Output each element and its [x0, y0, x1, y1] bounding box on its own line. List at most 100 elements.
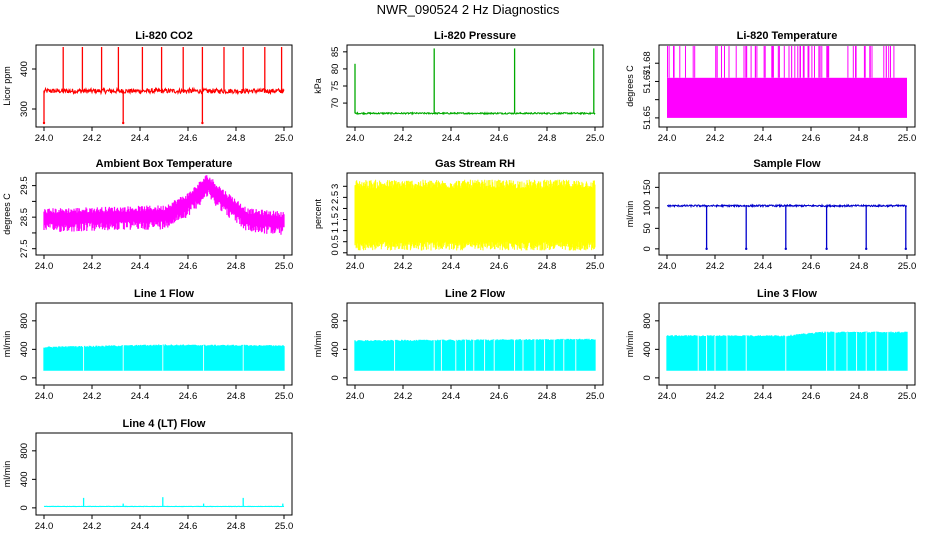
y-tick-label: 70 — [330, 98, 341, 109]
x-tick-label: 24.8 — [538, 261, 557, 272]
y-tick-label: 0 — [19, 505, 30, 510]
series — [667, 46, 907, 118]
y-tick-label: 0 — [330, 250, 341, 255]
y-tick-label: 2 — [330, 206, 341, 211]
x-tick-label: 24.8 — [850, 133, 869, 144]
x-tick-label: 24.6 — [802, 391, 821, 402]
panel-title: Sample Flow — [753, 158, 821, 170]
x-tick-label: 24.0 — [346, 391, 365, 402]
panel-3: Ambient Box Temperature degrees C 24.0 24.2… — [2, 158, 293, 272]
y-axis-label: degrees C — [625, 65, 635, 107]
x-tick-label: 25.0 — [275, 391, 294, 402]
x-tick-label: 24.2 — [706, 133, 725, 144]
dip-point-2 — [784, 247, 787, 251]
x-tick-label: 24.2 — [83, 391, 102, 402]
x-tick-label: 25.0 — [275, 521, 294, 532]
x-tick-label: 25.0 — [586, 391, 605, 402]
series — [354, 48, 596, 116]
x-tick-label: 24.4 — [131, 521, 150, 532]
x-tick-label: 24.0 — [658, 261, 677, 272]
series — [43, 175, 285, 235]
y-tick-label: 800 — [19, 313, 30, 329]
figure-title: NWR_090524 2 Hz Diagnostics — [376, 2, 560, 17]
x-tick-label: 25.0 — [586, 261, 605, 272]
x-tick-label: 24.4 — [442, 133, 461, 144]
x-tick-label: 24.2 — [83, 261, 102, 272]
x-tick-label: 24.8 — [850, 391, 869, 402]
x-tick-label: 24.2 — [706, 261, 725, 272]
y-tick-label: 400 — [19, 61, 30, 77]
panel-9: Line 4 (LT) Flow ml/min 24.0 24.2 24.4 24.6 24… — [2, 418, 293, 532]
x-tick-label: 25.0 — [898, 261, 917, 272]
y-tick-label: 150 — [642, 179, 653, 195]
panel-title: Ambient Box Temperature — [96, 158, 233, 170]
x-tick-label: 24.6 — [802, 133, 821, 144]
series-line — [354, 111, 596, 116]
y-tick-label: 0 — [642, 375, 653, 380]
y-tick-label: 0 — [19, 375, 30, 380]
y-axis-label: ml/min — [2, 331, 12, 358]
plot-frame — [346, 44, 604, 128]
y-tick-label: 0 — [330, 375, 341, 380]
x-tick-label: 24.0 — [346, 261, 365, 272]
y-tick-label: 400 — [330, 341, 341, 357]
x-tick-label: 24.6 — [179, 133, 198, 144]
y-axis-label: ml/min — [625, 201, 635, 228]
x-tick-label: 24.6 — [802, 261, 821, 272]
panel-2: Li-820 Temperature degrees C 24.0 24.2 24.4 2… — [625, 30, 916, 144]
x-tick-label: 24.2 — [394, 261, 413, 272]
y-tick-label: 1 — [330, 228, 341, 233]
panel-title: Gas Stream RH — [435, 158, 515, 170]
y-tick-label: 51.65 — [642, 106, 653, 130]
x-tick-label: 24.6 — [490, 391, 509, 402]
x-tick-label: 24.0 — [35, 521, 54, 532]
x-tick-label: 24.6 — [490, 261, 509, 272]
series — [42, 47, 285, 125]
plot-frame — [35, 302, 293, 386]
series — [354, 179, 596, 251]
x-tick-label: 24.2 — [394, 391, 413, 402]
y-axis-label: ml/min — [313, 331, 323, 358]
x-tick-label: 24.4 — [131, 133, 150, 144]
x-tick-label: 24.4 — [442, 391, 461, 402]
x-tick-label: 24.0 — [35, 391, 54, 402]
y-axis-label: ml/min — [2, 461, 12, 488]
plot-frame — [658, 302, 916, 386]
y-tick-label: 27.5 — [19, 239, 30, 258]
y-tick-label: 51.67 — [642, 70, 653, 94]
x-tick-label: 24.4 — [754, 391, 773, 402]
y-tick-label: 800 — [642, 313, 653, 329]
series-line — [43, 86, 285, 96]
dip-point-3 — [825, 247, 828, 251]
dip-point-1 — [745, 247, 748, 251]
y-tick-label: 28.5 — [19, 208, 30, 227]
x-tick-label: 24.6 — [179, 521, 198, 532]
series-block — [667, 77, 907, 118]
panel-7: Line 2 Flow ml/min 24.0 24.2 24.4 24.6 24.8 25.… — [313, 288, 604, 402]
series-band — [354, 338, 596, 371]
y-tick-label: 75 — [330, 81, 341, 92]
plot-frame — [658, 172, 916, 256]
dip-point-2 — [201, 121, 204, 125]
y-tick-label: 100 — [642, 200, 653, 216]
x-tick-label: 24.8 — [227, 521, 246, 532]
x-tick-label: 25.0 — [586, 133, 605, 144]
plot-frame — [658, 44, 916, 128]
series — [43, 497, 285, 508]
y-tick-label: 800 — [19, 443, 30, 459]
y-tick-label: 400 — [642, 341, 653, 357]
y-axis-label: kPa — [313, 78, 323, 94]
y-tick-label: 300 — [19, 101, 30, 117]
x-tick-label: 25.0 — [898, 391, 917, 402]
series-band — [43, 344, 285, 371]
x-tick-label: 24.6 — [179, 261, 198, 272]
series — [43, 344, 285, 371]
panel-title: Li-820 CO2 — [135, 30, 192, 42]
panel-1: Li-820 Pressure kPa 24.0 24.2 24.4 24.6 24.8 25… — [313, 30, 604, 144]
x-tick-label: 24.6 — [179, 391, 198, 402]
y-axis-label: Licor ppm — [2, 66, 12, 106]
y-tick-label: 400 — [19, 341, 30, 357]
y-tick-label: 1.5 — [330, 213, 341, 226]
x-tick-label: 24.4 — [131, 261, 150, 272]
